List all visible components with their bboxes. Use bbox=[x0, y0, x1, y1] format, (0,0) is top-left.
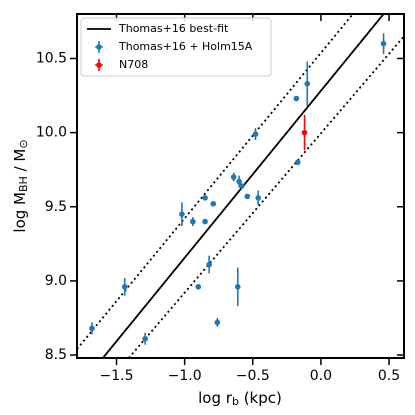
y-tick-label: 9.0 bbox=[45, 273, 67, 289]
x-tick-label: 0.0 bbox=[310, 368, 332, 384]
label-part: BH bbox=[17, 176, 30, 192]
y-tick-label: 8.5 bbox=[45, 347, 67, 363]
x-tick-label: 0.5 bbox=[378, 368, 400, 384]
point bbox=[190, 218, 196, 225]
point bbox=[214, 319, 221, 326]
legend-box bbox=[80, 17, 272, 77]
point bbox=[293, 95, 300, 102]
label-part: log M bbox=[11, 192, 29, 233]
point bbox=[179, 211, 185, 217]
legend-swatch bbox=[96, 44, 102, 50]
point bbox=[89, 325, 95, 332]
legend-label: Thomas+16 best-fit bbox=[118, 22, 229, 35]
point bbox=[239, 183, 245, 189]
legend-label: Thomas+16 + Holm15A bbox=[118, 40, 253, 53]
y-tick-label: 10.5 bbox=[36, 50, 67, 66]
plot-frame bbox=[76, 13, 405, 359]
point bbox=[380, 40, 387, 47]
label-part: log r bbox=[198, 389, 233, 407]
y-tick-label: 10.0 bbox=[36, 125, 67, 141]
point bbox=[294, 159, 301, 166]
x-tick-label: −1.5 bbox=[100, 368, 134, 384]
x-tick-label: −1.0 bbox=[168, 368, 202, 384]
y-axis-label: log MBH / M⊙ bbox=[11, 139, 31, 232]
point bbox=[252, 131, 259, 137]
point bbox=[210, 200, 217, 207]
point bbox=[236, 178, 242, 185]
point bbox=[202, 218, 208, 225]
fit-line bbox=[128, 35, 404, 358]
point bbox=[304, 80, 311, 87]
x-axis-label: log rb (kpc) bbox=[198, 389, 282, 409]
point bbox=[234, 284, 241, 290]
point bbox=[202, 195, 208, 201]
point bbox=[244, 193, 251, 200]
point bbox=[255, 195, 262, 201]
label-part: b bbox=[232, 395, 239, 408]
label-part: / M bbox=[11, 149, 29, 177]
legend-swatch bbox=[96, 62, 102, 68]
point bbox=[230, 174, 237, 180]
point bbox=[195, 284, 202, 290]
point bbox=[142, 335, 148, 342]
label-part: ⊙ bbox=[17, 139, 30, 148]
y-tick-label: 9.5 bbox=[45, 199, 67, 215]
label-part: (kpc) bbox=[239, 389, 282, 407]
x-tick-label: −0.5 bbox=[236, 368, 270, 384]
point bbox=[121, 284, 128, 290]
point bbox=[301, 129, 308, 136]
legend-label: N708 bbox=[119, 58, 148, 71]
point bbox=[206, 261, 212, 268]
